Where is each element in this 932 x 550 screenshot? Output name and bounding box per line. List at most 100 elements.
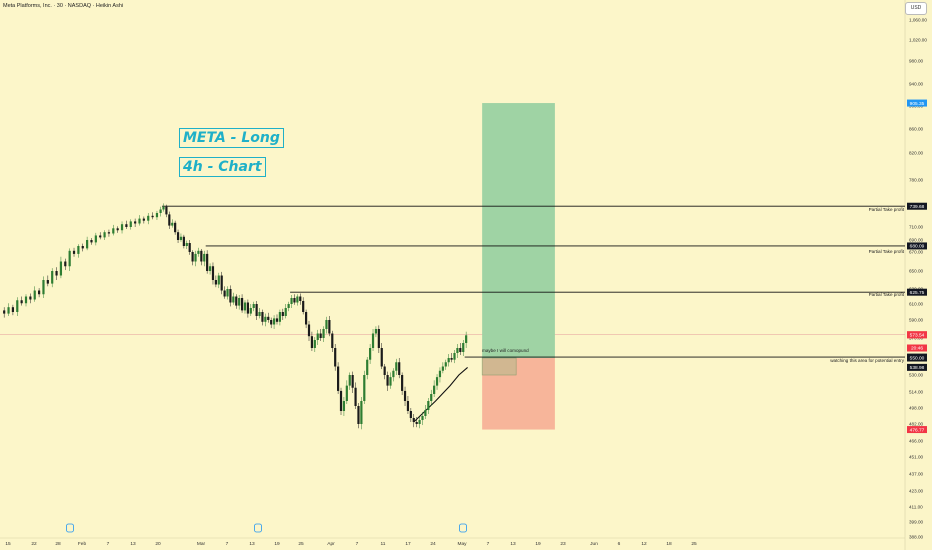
currency-button[interactable]: USD — [905, 2, 927, 15]
y-tick-label: 690.00 — [909, 238, 923, 243]
candle-body — [99, 235, 102, 238]
y-tick-label: 530.00 — [909, 373, 923, 378]
candle-body — [342, 401, 346, 411]
candle-body — [142, 218, 145, 221]
level-price-label: 680.09 — [910, 244, 925, 250]
x-tick-label: 11 — [381, 541, 386, 547]
candle-body — [90, 240, 93, 243]
y-tick-label: 860.00 — [909, 127, 923, 132]
price-marker — [907, 331, 927, 339]
callout-4h-chart[interactable]: 4h - Chart — [179, 157, 266, 177]
candle-body — [421, 416, 424, 420]
candle-body — [38, 290, 41, 295]
price-marker-label: 476.77 — [910, 427, 925, 433]
candle-body — [138, 218, 141, 224]
candle-body — [33, 290, 36, 300]
candle-body — [453, 353, 456, 360]
x-tick-label: 25 — [298, 541, 304, 547]
candle-body — [112, 228, 115, 234]
candle-body — [20, 300, 23, 304]
candle-body — [287, 304, 290, 308]
candle-body — [281, 312, 284, 316]
candle-body — [403, 390, 407, 401]
candle-body — [392, 370, 395, 378]
candle-body — [459, 348, 462, 352]
candle-body — [450, 358, 453, 360]
candle-body — [322, 329, 325, 338]
level-price-label: 625.75 — [910, 290, 925, 296]
x-tick-label: 13 — [130, 541, 136, 547]
tp-note-3: Partial Take profit — [868, 292, 904, 297]
y-tick-label: 514.00 — [909, 390, 923, 395]
candle-body — [246, 302, 249, 314]
candle-body — [366, 359, 369, 375]
y-tick-label: 498.00 — [909, 406, 923, 411]
candle-body — [380, 348, 383, 367]
candle-body — [182, 236, 185, 246]
x-tick-label: 25 — [691, 541, 697, 547]
candle-body — [129, 221, 132, 227]
x-tick-label: 19 — [535, 541, 541, 547]
x-tick-label: Jun — [590, 541, 598, 547]
x-tick-label: 20 — [155, 541, 161, 547]
candle-body — [310, 336, 314, 348]
x-tick-label: 24 — [430, 541, 436, 547]
candle-body — [223, 290, 226, 297]
entry-zone-note: watching this area for potential entry — [830, 358, 904, 363]
candle-body — [116, 228, 119, 231]
candle-body — [293, 298, 296, 303]
candle-body — [255, 304, 258, 316]
level-price-tag — [907, 288, 927, 296]
candle-body — [415, 422, 418, 424]
candle-body — [68, 250, 71, 267]
y-tick-label: 1,060.00 — [909, 18, 927, 23]
price-marker — [907, 99, 927, 107]
candle-body — [151, 215, 154, 218]
candle-body — [214, 280, 217, 285]
candle-body — [120, 224, 124, 231]
y-tick-label: 1,020.00 — [909, 38, 927, 43]
y-tick-label: 423.00 — [909, 489, 923, 494]
candle-body — [107, 232, 111, 234]
candle-body — [162, 206, 165, 210]
candle-body — [351, 375, 354, 388]
x-tick-label: 13 — [249, 541, 255, 547]
candle-body — [200, 250, 203, 262]
x-tick-label: Apr — [327, 541, 335, 547]
candle-body — [424, 410, 427, 416]
x-tick-label: 28 — [55, 541, 61, 547]
candle-body — [363, 375, 366, 401]
candle-body — [249, 308, 252, 314]
candle-body — [24, 296, 28, 304]
candle-body — [3, 310, 6, 314]
y-tick-label: 710.00 — [909, 225, 923, 230]
candle-body — [374, 329, 378, 334]
candle-body — [354, 387, 357, 406]
y-tick-label: 650.00 — [909, 269, 923, 274]
candle-body — [203, 253, 206, 262]
candle-body — [179, 236, 183, 240]
x-tick-label: 7 — [487, 541, 490, 547]
candle-body — [94, 235, 97, 243]
candle-body — [42, 280, 45, 295]
callout-meta-long[interactable]: META - Long — [179, 128, 284, 148]
y-tick-label: 399.00 — [909, 520, 923, 525]
candle-body — [171, 222, 174, 226]
candle-body — [243, 302, 247, 311]
candle-body — [264, 316, 267, 322]
y-tick-label: 670.00 — [909, 250, 923, 255]
candle-body — [211, 266, 215, 280]
candle-body — [194, 253, 197, 262]
price-marker-label: 905.35 — [910, 101, 925, 107]
candle-body — [435, 377, 439, 386]
candle-body — [267, 316, 270, 320]
candle-body — [313, 340, 316, 348]
candle-body — [345, 385, 348, 401]
candle-body — [302, 301, 305, 312]
y-tick-label: 482.00 — [909, 422, 923, 427]
candle-body — [316, 333, 319, 340]
candle-body — [185, 243, 188, 246]
compound-note: maybe I will comopund — [482, 348, 529, 353]
candle-body — [77, 246, 80, 254]
